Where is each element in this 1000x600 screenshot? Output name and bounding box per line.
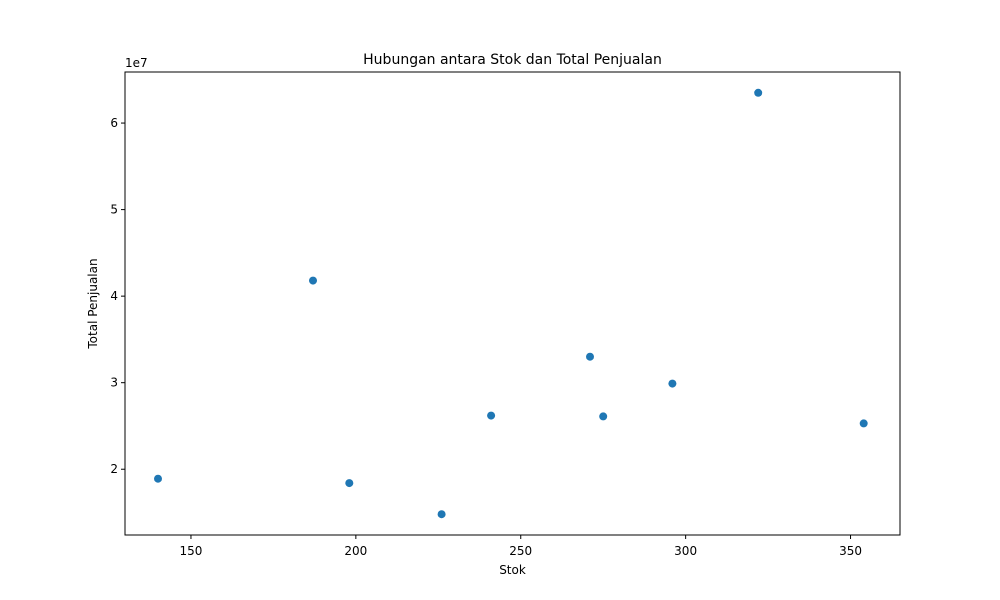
y-tick-label-0: 2 (110, 462, 118, 476)
data-point-2 (345, 479, 354, 488)
y-tick-label-3: 5 (110, 203, 118, 217)
data-point-4 (487, 411, 496, 420)
y-offset-label: 1e7 (125, 56, 148, 70)
x-tick-label-3: 300 (674, 544, 697, 558)
data-point-7 (668, 379, 677, 388)
y-tick-label-2: 4 (110, 289, 118, 303)
x-tick-label-2: 250 (509, 544, 532, 558)
data-point-8 (754, 88, 763, 97)
x-tick-label-0: 150 (180, 544, 203, 558)
x-tick-label-1: 200 (344, 544, 367, 558)
x-axis-label: Stok (499, 563, 526, 577)
plot-frame (124, 71, 901, 536)
data-point-5 (586, 352, 594, 361)
chart-title: Hubungan antara Stok dan Total Penjualan (363, 52, 662, 68)
y-tick-label-1: 3 (110, 376, 118, 390)
y-tick-label-4: 6 (110, 116, 118, 130)
points-layer (154, 88, 868, 519)
x-tick-label-4: 350 (839, 544, 862, 558)
y-ticks: 2 3 4 5 6 (110, 116, 125, 476)
data-point-9 (859, 419, 868, 428)
data-point-6 (599, 412, 608, 421)
data-point-0 (154, 474, 162, 483)
x-ticks: 150 200 250 300 350 (180, 535, 862, 558)
y-axis-label: Total Penjualan (86, 258, 100, 349)
data-point-1 (309, 276, 317, 285)
data-point-3 (437, 510, 446, 519)
